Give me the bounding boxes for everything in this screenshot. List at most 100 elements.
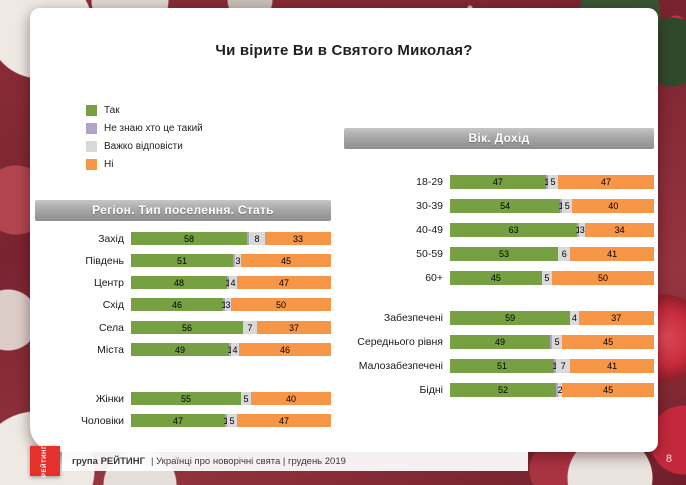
category-label: Забезпечені <box>383 312 443 324</box>
bar-segment-no: 34 <box>585 223 654 237</box>
value-label: 5 <box>554 337 560 347</box>
chart-row: Забезпечені 59 4 37 <box>344 311 654 325</box>
chart-row: 40-49 63 1 3 34 <box>344 223 654 237</box>
bar-segment-hard-to-answer: 5 <box>227 414 237 427</box>
category-label: 50-59 <box>416 248 443 260</box>
bar-segment-dont-know-who <box>247 232 249 245</box>
chart-rows-age-income: 18-29 47 1 5 47 30-39 54 1 5 40 40-49 63 1 3 34 50-59 53… <box>344 175 655 397</box>
bar-segment-dont-know-who: 1 <box>558 199 564 213</box>
bar-segment-no: 45 <box>562 335 654 349</box>
legend-label-no: Ні <box>104 158 114 170</box>
bar-segment-no: 37 <box>257 321 331 334</box>
stacked-bar: 47 1 5 47 <box>131 414 331 427</box>
value-label: 7 <box>247 322 253 333</box>
value-label: 1 <box>227 344 233 355</box>
chart-header-age-income: Вік. Дохід <box>344 128 654 149</box>
value-label: 6 <box>561 249 567 259</box>
category-label: Села <box>98 321 124 334</box>
chart-header-region-settlement-gender: Регіон. Тип поселення. Стать <box>35 200 331 221</box>
bar-segment-dont-know-who: 1 <box>221 298 227 311</box>
value-label: 50 <box>275 299 287 310</box>
stacked-bar: 48 1 4 47 <box>131 276 331 289</box>
bar-segment-hard-to-answer: 8 <box>249 232 265 245</box>
bar-segment-no: 45 <box>241 254 331 267</box>
bar-segment-yes: 47 <box>131 414 225 427</box>
value-label: 63 <box>508 225 519 235</box>
bar-segment-yes: 59 <box>450 311 571 325</box>
chart-row: Чоловіки 47 1 5 47 <box>35 414 331 427</box>
legend-swatch-no <box>86 158 97 170</box>
value-label: 1 <box>223 415 229 426</box>
legend-label-yes: Так <box>104 104 120 116</box>
value-label: 5 <box>544 273 550 283</box>
bar-segment-hard-to-answer: 2 <box>558 383 563 397</box>
chart-age-income: Вік. Дохід 18-29 47 1 5 47 30-39 54 1 5 40 40-49 63… <box>344 128 655 407</box>
chart-row: Центр 48 1 4 47 <box>35 276 331 289</box>
category-label: Захід <box>98 232 124 245</box>
stacked-bar: 55 5 40 <box>131 392 331 405</box>
bar-segment-no: 41 <box>570 247 654 261</box>
value-label: 7 <box>560 361 566 371</box>
category-label: Малозабезпечені <box>358 360 443 372</box>
legend-item-no: Ні <box>86 158 203 170</box>
stacked-bar: 49 5 45 <box>450 335 654 349</box>
bar-segment-no: 50 <box>552 271 654 285</box>
footer-text: | Українці про новорічні свята | грудень… <box>150 455 346 467</box>
value-label: 41 <box>607 249 618 259</box>
value-label: 56 <box>181 322 193 333</box>
legend-item-yes: Так <box>86 104 203 116</box>
legend-item-hard-to-answer: Важко відповісти <box>86 140 203 152</box>
value-label: 1 <box>225 277 231 288</box>
bar-segment-no: 40 <box>572 199 654 213</box>
category-label: Схід <box>102 298 124 311</box>
bar-segment-hard-to-answer: 7 <box>556 359 571 373</box>
bar-segment-yes: 47 <box>450 175 546 189</box>
bar-segment-dont-know-who: 1 <box>553 359 558 373</box>
bar-segment-hard-to-answer: 5 <box>541 271 552 285</box>
chart-row: 60+ 45 5 50 <box>344 271 654 285</box>
chart-row: Середнього рівня 49 5 45 <box>344 335 654 349</box>
value-label: 58 <box>183 233 195 244</box>
value-label: 50 <box>597 273 609 283</box>
stacked-bar: 46 1 3 50 <box>131 298 331 311</box>
value-label: 1 <box>558 201 564 211</box>
rating-logo-text: РЕЙТИНГ <box>42 444 49 478</box>
bar-segment-dont-know-who: 1 <box>223 414 229 427</box>
chart-row: Малозабезпечені 51 1 7 41 <box>344 359 655 373</box>
value-label: 48 <box>173 277 185 288</box>
chart-row: Села 56 7 37 <box>35 321 331 334</box>
legend-swatch-dont-know-who <box>86 122 97 134</box>
value-label: 37 <box>288 322 300 333</box>
bar-segment-hard-to-answer: 7 <box>243 321 257 334</box>
bar-segment-no: 46 <box>239 343 331 356</box>
stacked-bar: 56 7 37 <box>131 321 331 334</box>
bar-segment-no: 50 <box>231 298 331 311</box>
footer-brand: група РЕЙТИНГ <box>72 455 145 467</box>
category-label: 60+ <box>425 272 443 284</box>
bar-segment-yes: 46 <box>131 298 223 311</box>
stacked-bar: 47 1 5 47 <box>450 175 654 189</box>
bar-segment-no: 47 <box>558 175 654 189</box>
value-label: 5 <box>243 393 249 404</box>
bar-group: Жінки 55 5 40 Чоловіки 47 1 5 47 <box>35 392 331 427</box>
bar-segment-yes: 49 <box>450 335 550 349</box>
value-label: 37 <box>611 313 622 323</box>
bar-segment-dont-know-who: 1 <box>544 175 549 189</box>
bar-segment-yes: 63 <box>450 223 578 237</box>
category-label: Жінки <box>95 392 124 405</box>
value-label: 5 <box>229 415 235 426</box>
value-label: 40 <box>608 201 619 211</box>
chart-region-settlement-gender: Регіон. Тип поселення. Стать Захід 58 8 33 П… <box>35 200 331 436</box>
bar-segment-dont-know-who: 1 <box>227 343 233 356</box>
stacked-bar: 53 6 41 <box>450 247 654 261</box>
bar-segment-hard-to-answer: 4 <box>570 311 579 325</box>
bar-segment-hard-to-answer: 4 <box>229 276 237 289</box>
chart-row: Схід 46 1 3 50 <box>35 298 331 311</box>
chart-row: 18-29 47 1 5 47 <box>344 175 654 189</box>
value-label: 55 <box>180 393 192 404</box>
bar-segment-dont-know-who <box>233 254 235 267</box>
value-label: 40 <box>285 393 297 404</box>
chart-row: Захід 58 8 33 <box>35 232 331 245</box>
legend: Так Не знаю хто це такий Важко відповіст… <box>86 104 203 176</box>
value-label: 3 <box>579 225 585 235</box>
